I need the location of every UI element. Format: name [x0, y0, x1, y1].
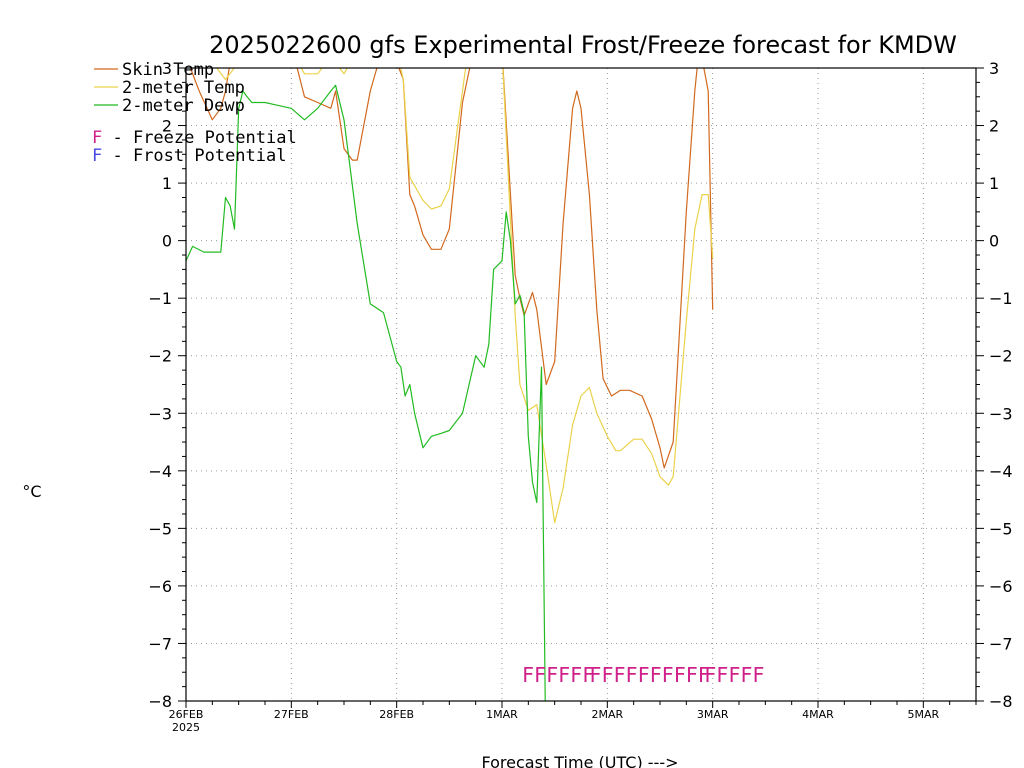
- series-layer: [186, 68, 714, 701]
- x-axis-label: Forecast Time (UTC) --->: [481, 753, 678, 768]
- y-tick-label-right: 0: [989, 232, 999, 251]
- legend-label: 2-meter Dewp: [122, 96, 245, 116]
- x-tick-label: 2MAR: [591, 708, 623, 721]
- freeze-flag-group: FFFFFFFFFF: [589, 663, 709, 687]
- y-tick-label-left: 3: [162, 59, 172, 78]
- legend-label: F - Frost Potential: [92, 146, 286, 166]
- y-tick-label-left: −5: [148, 519, 172, 538]
- legend-text: - Freeze Potential: [102, 128, 296, 148]
- y-tick-label-right: −8: [989, 692, 1013, 711]
- y-tick-label-right: 1: [989, 174, 999, 193]
- x-tick-label: 5MAR: [907, 708, 939, 721]
- x-tick-label: 1MAR: [486, 708, 518, 721]
- y-axis-label: °C: [22, 482, 41, 501]
- series-line-0: [189, 68, 714, 469]
- y-tick-label-left: 0: [162, 232, 172, 251]
- legend-marker: F: [92, 128, 102, 148]
- plot-frame: [185, 67, 977, 702]
- y-tick-label-left: 1: [162, 174, 172, 193]
- freeze-flag-group: FFFFF: [704, 663, 764, 687]
- x-tick-label: 27FEB: [274, 708, 309, 721]
- y-tick-label-left: 2: [162, 117, 172, 136]
- legend-label: 2-meter Temp: [122, 78, 245, 98]
- y-tick-label-right: 2: [989, 117, 999, 136]
- series-line-1: [215, 68, 714, 524]
- x-tick-label: 3MAR: [697, 708, 729, 721]
- y-tick-label-left: −2: [148, 347, 172, 366]
- freeze-flag-group: FFFFFF: [522, 663, 594, 687]
- legend-label: Skin Temp: [122, 60, 214, 80]
- y-tick-label-right: 3: [989, 59, 999, 78]
- y-tick-label-left: −3: [148, 404, 172, 423]
- x-tick-label: 4MAR: [802, 708, 834, 721]
- x-tick-label: 26FEB: [169, 708, 204, 721]
- legend-label: F - Freeze Potential: [92, 128, 297, 148]
- y-tick-label-right: −5: [989, 519, 1013, 538]
- y-tick-label-left: −4: [148, 462, 172, 481]
- x-tick-year: 2025: [172, 721, 200, 734]
- legend-text: - Frost Potential: [102, 146, 286, 166]
- chart-title: 2025022600 gfs Experimental Frost/Freeze…: [209, 31, 957, 59]
- y-axis-right: −8 −7 −6 −5 −4 −3 −2 −1 0 1 2 3: [976, 59, 1013, 711]
- y-tick-label-right: −4: [989, 462, 1013, 481]
- y-tick-label-right: −1: [989, 289, 1013, 308]
- y-axis-left: −8 −7 −6 −5 −4 −3 −2 −1 0 1 2 3: [148, 59, 186, 711]
- y-tick-label-right: −3: [989, 404, 1013, 423]
- y-tick-label-left: −8: [148, 692, 172, 711]
- grid-lines: [186, 68, 976, 701]
- y-tick-label-left: −1: [148, 289, 172, 308]
- y-tick-label-right: −2: [989, 347, 1013, 366]
- series-line-2: [186, 84, 546, 701]
- legend-marker: F: [92, 146, 102, 166]
- x-tick-label: 28FEB: [379, 708, 414, 721]
- y-tick-label-left: −7: [148, 634, 172, 653]
- y-tick-label-right: −6: [989, 577, 1013, 596]
- y-tick-label-right: −7: [989, 634, 1013, 653]
- y-tick-label-left: −6: [148, 577, 172, 596]
